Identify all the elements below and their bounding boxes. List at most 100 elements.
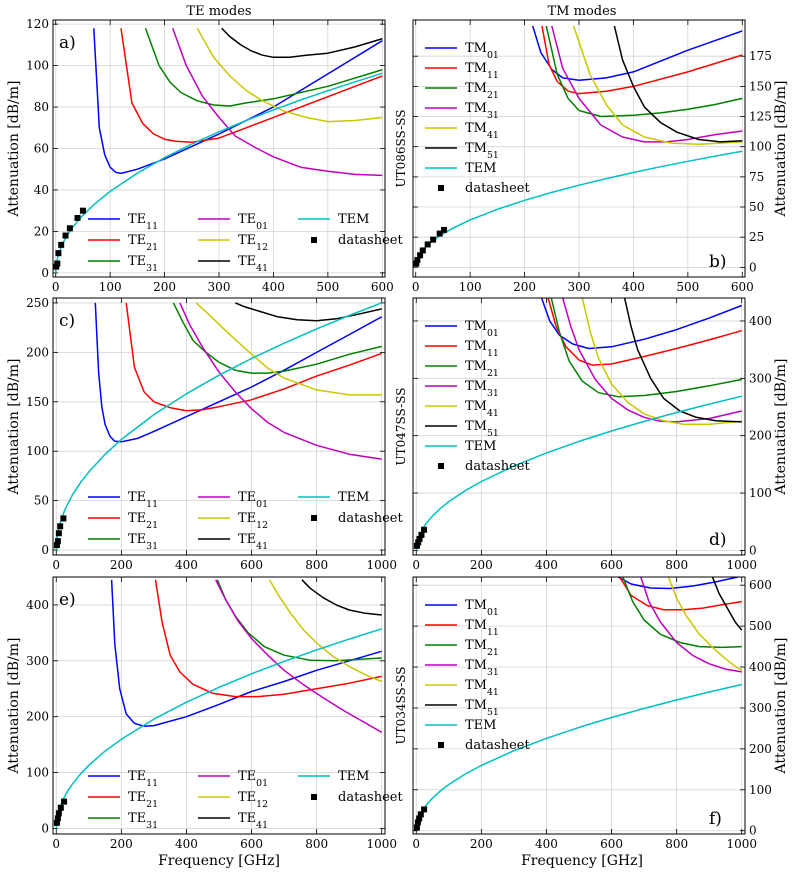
datasheet-point [53,542,60,549]
datasheet-point [413,542,420,549]
datasheet-point [79,207,86,214]
legend-entry-tm41: TM41 [465,399,499,419]
x-tick-label: 600 [731,280,754,294]
legend-entry-tm11: TM11 [465,618,499,638]
y-tick-label: 100 [26,59,49,73]
datasheet-point [74,214,81,221]
series-line-tm41 [581,298,742,425]
grid [413,577,745,834]
x-tick-label: 0 [52,558,60,572]
grid [53,577,385,834]
legend-entry-te12: TE12 [238,511,268,531]
panel-label: c) [59,311,75,331]
legend-entry-te11: TE11 [128,212,158,232]
legend-entry-tm41: TM41 [465,678,499,698]
datasheet-point [416,815,423,822]
legend-marker-datasheet [311,794,317,800]
panel-c: 0 200 400 600 800 1000 0 50 100 150 200 250 Attenuat… [6,296,403,572]
legend-entry-tm31: TM31 [465,658,499,678]
datasheet-point [413,260,420,267]
y-tick-label: 20 [34,224,49,238]
datasheet-point [53,819,60,826]
datasheet-point [58,241,65,248]
grid [413,298,745,555]
y-axis-label: Attenuation [dB/m] [773,81,789,218]
row-label: UT034SS-SS [394,667,408,745]
x-tick-label: 400 [535,558,558,572]
datasheet-point [55,810,62,817]
legend-entry-tm21: TM21 [465,81,499,101]
y-tick-label: 60 [34,142,49,156]
y-tick-label: 100 [749,140,772,154]
series-line-tm11 [541,25,743,95]
y-tick-label: 175 [749,49,772,63]
panel-label: a) [59,33,76,53]
x-tick-label: 0 [52,280,60,294]
y-tick-label: 600 [749,578,772,592]
y-tick-label: 125 [749,110,772,124]
legend-entry-tem: TEM [465,439,496,454]
series-line-te01 [215,579,383,733]
axes-frame [52,19,386,278]
row-label: UT086SS-SS [394,110,408,188]
row-label: UT047SS-SS [394,388,408,466]
series-line-tm11 [619,577,742,611]
legend-entry-te41: TE41 [238,254,268,274]
y-tick-label: 0 [41,543,49,557]
x-tick-label: 1000 [726,558,757,572]
axes-frame [412,297,746,556]
legend-entry-datasheet: datasheet [338,233,403,248]
plot-area [55,579,383,829]
y-axis-label: Attenuation [dB/m] [6,638,22,775]
panel-f: 0 200 400 600 800 10000100200300400500600Atte… [394,576,789,851]
legend-entry-te21: TE21 [128,790,158,810]
y-axis-label: Attenuation [dB/m] [773,638,789,775]
datasheet-point [430,236,437,243]
legend-entry-datasheet: datasheet [465,181,530,196]
legend-marker-datasheet [438,742,444,748]
datasheet-point [415,539,422,546]
ticks [53,20,385,277]
x-tick-label: 1000 [366,837,397,851]
series-line-tm01 [540,298,742,350]
datasheet-point [417,811,424,818]
datasheet-point [436,230,443,237]
x-tick-label: 600 [240,558,263,572]
panels: 0 100 200 300 400 500 600020406080100120Attenu… [6,17,789,851]
grid [413,20,745,277]
legend-entry-te01: TE01 [238,490,268,510]
y-tick-label: 25 [749,230,764,244]
legend-entry-te31: TE31 [128,254,158,274]
datasheet-point [61,798,68,805]
y-tick-label: 0 [749,260,757,274]
legend-entry-tm31: TM31 [465,101,499,121]
series-line-tm21 [545,25,743,118]
legend-entry-tm51: TM51 [465,698,499,718]
datasheet-point [421,526,428,533]
x-tick-label: 0 [52,837,60,851]
x-axis-label-right: Frequency [GHz] [521,853,643,869]
x-tick-label: 400 [175,837,198,851]
datasheet-point [66,225,73,232]
x-tick-label: 100 [99,280,122,294]
datasheet-point [419,247,426,254]
legend-entry-tm11: TM11 [465,339,499,359]
y-tick-label: 200 [26,710,49,724]
legend-entry-te41: TE41 [238,811,268,831]
datasheet-point [53,263,60,270]
y-tick-label: 200 [749,742,772,756]
datasheet-point [54,815,61,822]
datasheet-point [55,530,62,537]
x-tick-label: 200 [470,837,493,851]
datasheet-point [418,531,425,538]
series-line-tm41 [572,25,743,146]
y-tick-label: 300 [26,654,49,668]
y-axis-label: Attenuation [dB/m] [773,359,789,496]
legend-marker-datasheet [311,515,317,521]
series-line-tem [55,628,382,829]
series-line-tm31 [640,577,742,673]
x-tick-label: 400 [175,558,198,572]
panel-label: f) [709,809,722,829]
